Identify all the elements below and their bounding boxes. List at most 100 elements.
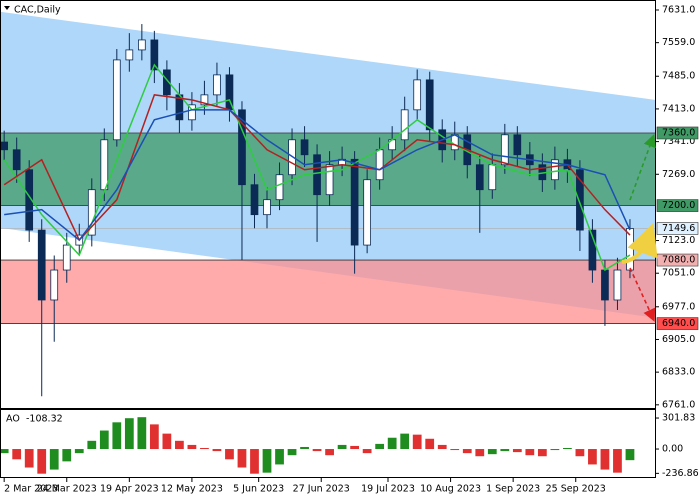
ma-line — [4, 109, 631, 242]
ao-bar — [200, 448, 209, 450]
x-tick-label: 19 Apr 2023 — [100, 484, 159, 495]
x-tick-label: 10 Aug 2023 — [420, 484, 481, 495]
candle-body — [363, 179, 371, 246]
candle-body — [163, 69, 171, 96]
ao-bar — [588, 449, 597, 465]
candle-body — [213, 74, 221, 96]
bull-arrow — [629, 133, 656, 201]
ao-bar — [212, 449, 222, 452]
ao-bar — [375, 443, 385, 450]
y-tick-label: 7485.0 — [662, 71, 695, 82]
candle-body — [576, 169, 584, 231]
ao-bar — [500, 449, 510, 452]
ao-bar — [350, 445, 359, 450]
candle-body — [25, 169, 34, 231]
candle-body — [87, 189, 96, 236]
candle-body — [112, 59, 121, 141]
candle-body — [413, 79, 422, 111]
x-tick-label: 19 Jul 2023 — [361, 484, 415, 495]
ao-bar — [625, 449, 635, 461]
ao-bar — [124, 418, 134, 450]
y-tick-label: 6977.0 — [662, 301, 695, 312]
y-tick-label: 6833.0 — [662, 367, 695, 378]
y-tick-label: 6905.0 — [662, 334, 695, 345]
ao-bar — [262, 449, 272, 473]
ao-bar — [487, 449, 497, 455]
ao-bar — [400, 433, 410, 450]
candle-body — [500, 134, 509, 166]
candle-body — [425, 79, 434, 131]
candle-body — [513, 134, 522, 156]
candle-body — [188, 104, 196, 121]
ao-bar — [425, 438, 435, 450]
candle-body — [325, 164, 334, 196]
ao-bar — [437, 444, 447, 450]
candle-body — [275, 174, 284, 201]
x-tick-label: 1 Sep 2023 — [486, 484, 540, 495]
level-label: 7360.0 — [662, 127, 695, 138]
level-label-box — [656, 126, 699, 140]
candle-body — [313, 154, 321, 196]
level-label: 7200.0 — [662, 200, 695, 211]
candle-body — [150, 39, 159, 71]
y-tick-label: 6761.0 — [662, 399, 695, 410]
ao-bar — [450, 449, 460, 451]
ao-bar — [362, 449, 372, 454]
ao-bar — [250, 449, 259, 474]
candle-body — [551, 159, 559, 181]
ao-bar — [225, 449, 234, 460]
y-tick-label: -236.86 — [662, 468, 699, 479]
ma-line — [3, 63, 631, 272]
ao-bar — [475, 449, 485, 457]
ao-bar — [62, 449, 72, 462]
y-tick-label: 0.00 — [662, 444, 683, 455]
level-label-box — [656, 317, 699, 330]
candle-body — [613, 269, 622, 301]
candle-body — [488, 164, 497, 191]
ao-bar — [537, 449, 547, 457]
ao-bar — [187, 444, 197, 450]
candle-body — [62, 244, 71, 271]
candle-body — [375, 149, 384, 181]
ao-bar — [337, 444, 347, 450]
ao-bar — [300, 446, 309, 450]
candle-body — [138, 39, 146, 51]
ao-bar — [175, 440, 184, 450]
ao-bar — [137, 417, 147, 450]
chart-title: CAC,Daily — [14, 5, 61, 16]
x-tick-label: 27 Jun 2023 — [293, 484, 350, 495]
candle-body — [400, 109, 409, 141]
candle-body — [125, 49, 134, 61]
forecast-arrow — [621, 222, 658, 264]
candle-body — [263, 199, 271, 216]
ma-line — [3, 94, 631, 242]
price-frame — [0, 0, 656, 409]
candle-body — [238, 109, 246, 186]
ao-bar — [37, 449, 47, 474]
ao-bar — [49, 449, 59, 470]
current-price-label: 7149.6 — [662, 223, 695, 234]
ao-bar — [99, 430, 109, 450]
level-label: 7080.0 — [662, 255, 695, 266]
candle-body — [475, 164, 484, 191]
ao-bar — [613, 449, 622, 473]
ao-frame — [0, 409, 656, 478]
ao-bar — [275, 449, 284, 465]
ao-title: AO — [6, 414, 20, 425]
ao-bar — [525, 449, 535, 456]
level-label-box — [656, 253, 699, 267]
ao-bar — [412, 434, 422, 450]
ao-bar — [600, 449, 610, 470]
x-tick-label: 24 Mar 2023 — [37, 484, 97, 495]
candle-body — [50, 269, 59, 301]
level-label-box — [656, 199, 699, 212]
y-tick-label: 7269.0 — [662, 169, 695, 180]
y-tick-label: 7559.0 — [662, 37, 695, 48]
ao-bar — [24, 449, 34, 468]
y-tick-label: 7051.0 — [662, 268, 695, 279]
ao-bar — [287, 449, 297, 456]
ao-bar — [312, 449, 322, 452]
ao-bar — [387, 437, 397, 450]
ao-bar — [112, 422, 122, 450]
